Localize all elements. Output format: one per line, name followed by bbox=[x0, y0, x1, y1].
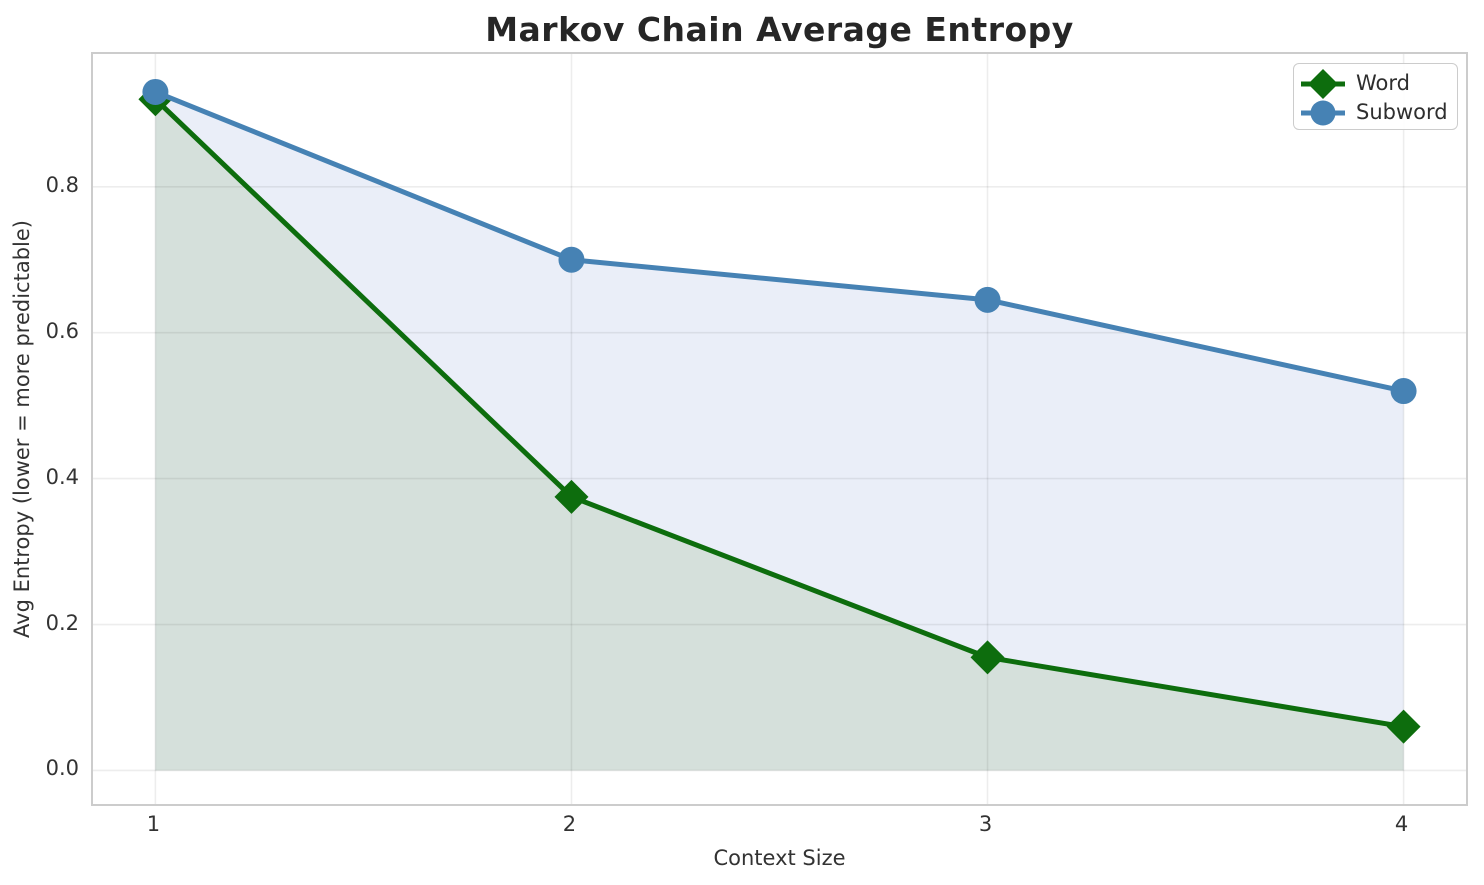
x-tick-label: 4 bbox=[1394, 812, 1409, 836]
area-fill-word bbox=[155, 99, 1404, 771]
y-tick-label: 0.8 bbox=[45, 172, 79, 197]
y-axis-label: Avg Entropy (lower = more predictable) bbox=[10, 220, 34, 638]
y-tick-label: 0.2 bbox=[45, 610, 79, 635]
x-tick-label: 2 bbox=[562, 812, 577, 836]
data-point-word bbox=[970, 640, 1005, 675]
y-tick-label: 0.0 bbox=[45, 756, 79, 781]
series-line-subword bbox=[152, 89, 1407, 394]
data-point-word bbox=[1386, 709, 1421, 744]
legend-label-word: Word bbox=[1356, 71, 1410, 95]
legend: Word Subword bbox=[1293, 63, 1458, 130]
y-tick-label: 0.6 bbox=[45, 318, 79, 343]
chart-canvas bbox=[93, 54, 1466, 804]
subword-circle-icon bbox=[1301, 100, 1345, 125]
x-tick-label: 1 bbox=[146, 812, 161, 836]
legend-item-word: Word bbox=[1300, 68, 1447, 99]
word-diamond-icon bbox=[1301, 68, 1345, 99]
x-axis-label: Context Size bbox=[713, 846, 846, 870]
y-tick-label: 0.4 bbox=[45, 464, 79, 489]
data-point-subword bbox=[1390, 378, 1417, 405]
legend-label-subword: Subword bbox=[1356, 100, 1448, 124]
x-tick-label: 3 bbox=[978, 812, 993, 836]
chart-title: Markov Chain Average Entropy bbox=[485, 10, 1074, 49]
data-point-word bbox=[554, 479, 589, 514]
data-point-subword bbox=[974, 286, 1001, 313]
plot-area bbox=[91, 52, 1468, 806]
data-point-subword bbox=[558, 246, 585, 273]
data-point-subword bbox=[142, 78, 169, 105]
legend-item-subword: Subword bbox=[1300, 98, 1448, 127]
series-line-word bbox=[152, 96, 1407, 730]
